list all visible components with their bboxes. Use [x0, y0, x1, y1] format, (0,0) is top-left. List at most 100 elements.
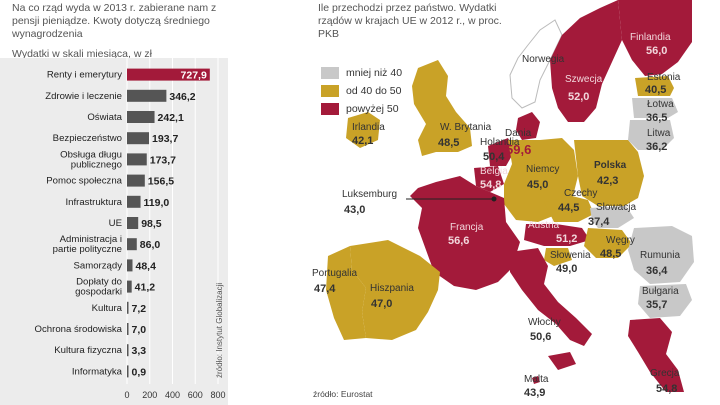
label-wlochy: Włochy 50,6 — [528, 317, 561, 343]
bar — [127, 132, 150, 145]
category-label: Bezpieczeństwo — [53, 133, 122, 144]
label-name: Francja — [450, 222, 484, 233]
country-grecja — [628, 318, 684, 392]
legend-item: od 40 do 50 — [321, 82, 402, 100]
country-w-brytania — [412, 60, 472, 156]
label-luksemburg: Luksemburg 43,0 — [342, 189, 397, 216]
map-source: źródło: Eurostat — [313, 389, 373, 399]
label-name: Czechy — [564, 188, 597, 199]
label-litwa: Litwa 36,2 — [646, 128, 671, 153]
x-tick-label: 800 — [210, 390, 225, 400]
label-value: 59,6 — [506, 142, 531, 157]
bar — [127, 89, 167, 102]
label-value: 44,5 — [558, 202, 579, 214]
label-name: Szwecja — [565, 74, 603, 85]
category-label: Ochrona środowiska — [35, 324, 123, 335]
label-slowacja: Słowacja 37,4 — [588, 202, 636, 228]
country-hiszpania — [350, 240, 440, 340]
bar-value-label: 193,7 — [152, 133, 178, 145]
country-polska — [574, 140, 644, 206]
label-name: Luksemburg — [342, 189, 397, 200]
chart-background — [0, 58, 228, 405]
country-wlochy — [510, 248, 592, 346]
bar-value-label: 156,5 — [148, 176, 174, 188]
map-legend: mniej niż 40 od 40 do 50 powyżej 50 — [321, 64, 402, 118]
country-irlandia — [346, 112, 380, 148]
legend-item: powyżej 50 — [321, 100, 402, 118]
category-label: Administracja i partie polityczne — [53, 234, 122, 255]
label-value: 37,4 — [588, 216, 610, 228]
spending-bar-chart: Renty i emerytury 727,9 Zdrowie i leczenie… — [0, 58, 228, 405]
label-hiszpania: Hiszpania 47,0 — [370, 283, 414, 310]
category-label: Infrastruktura — [65, 197, 122, 208]
label-value: 51,2 — [556, 233, 577, 245]
label-value: 56,6 — [448, 235, 469, 247]
bar — [127, 259, 133, 272]
label-francja: Francja 56,6 — [448, 222, 484, 247]
bar-value-label: 41,2 — [135, 282, 156, 294]
label-name: W. Brytania — [440, 122, 492, 133]
label-value: 43,0 — [344, 204, 365, 216]
x-tick-label: 0 — [124, 390, 129, 400]
label-value: 36,5 — [646, 112, 667, 124]
label-name: Litwa — [647, 128, 671, 139]
country-slowenia — [544, 248, 572, 266]
label-value: 54,8 — [480, 179, 501, 191]
label-niemcy: Niemcy 45,0 — [526, 164, 559, 191]
label-name: Grecja — [650, 368, 680, 379]
label-name: Polska — [594, 160, 627, 171]
bar-value-label: 48,4 — [136, 260, 157, 272]
eu-spending-map: Finlandia 56,0 Szwecja 52,0 Norwegia Eston… — [312, 0, 694, 399]
category-label: Dopłaty do gospodarki — [75, 277, 122, 298]
category-label: Obsługa długu publicznego — [60, 149, 122, 170]
label-dania: Dania 59,6 — [505, 128, 532, 157]
label-value: 40,5 — [645, 84, 666, 96]
chart-source: źródło: Instytut Globalizacji — [215, 283, 224, 378]
bar-value-label: 98,5 — [141, 218, 162, 230]
label-name: Malta — [524, 374, 549, 385]
label-austria: Austria 51,2 — [528, 220, 577, 245]
bar — [127, 68, 210, 81]
map-title: Ile przechodzi przez państwo. Wydatki rz… — [318, 2, 502, 40]
label-name: Węgry — [606, 235, 635, 246]
country-czechy — [544, 196, 594, 222]
label-value: 43,9 — [524, 387, 545, 399]
label-value: 36,4 — [646, 265, 668, 277]
label-name: Dania — [505, 128, 532, 139]
label-slowenia: Słowenia 49,0 — [550, 250, 591, 275]
bar-value-label: 173,7 — [150, 154, 176, 166]
label-value: 47,0 — [371, 298, 392, 310]
bar — [127, 153, 147, 166]
label-name: Irlandia — [352, 122, 385, 133]
country-estonia — [635, 76, 674, 96]
label-name: Holandia — [480, 137, 520, 148]
category-label: Kultura fizyczna — [54, 345, 122, 356]
label-value: 49,0 — [556, 263, 577, 275]
label-value: 48,5 — [438, 137, 459, 149]
bar — [127, 174, 145, 187]
label-name: Estonia — [647, 72, 681, 83]
country-belgia — [474, 166, 504, 192]
legend-label: mniej niż 40 — [346, 67, 403, 79]
label-rumunia: Rumunia 36,4 — [640, 250, 680, 277]
label-name: Rumunia — [640, 250, 680, 261]
label-irlandia: Irlandia 42,1 — [352, 122, 385, 147]
country-portugalia — [326, 246, 366, 340]
label-value: 50,6 — [530, 331, 551, 343]
bar — [127, 323, 129, 335]
label-portugalia: Portugalia 47,4 — [312, 268, 357, 295]
label-szwecja: Szwecja 52,0 — [565, 74, 603, 103]
category-label: Kultura — [92, 303, 123, 314]
label-name: Łotwa — [647, 99, 674, 110]
legend-swatch-red — [321, 103, 339, 115]
legend-swatch-gold — [321, 85, 339, 97]
bar — [127, 217, 139, 229]
label-name: Hiszpania — [370, 283, 414, 294]
label-value: 48,5 — [600, 248, 621, 260]
legend-label: powyżej 50 — [346, 103, 399, 115]
label-value: 36,2 — [646, 141, 667, 153]
country-malta — [532, 376, 540, 384]
bar-value-label: 242,1 — [158, 112, 184, 124]
country-lotwa — [632, 98, 678, 118]
